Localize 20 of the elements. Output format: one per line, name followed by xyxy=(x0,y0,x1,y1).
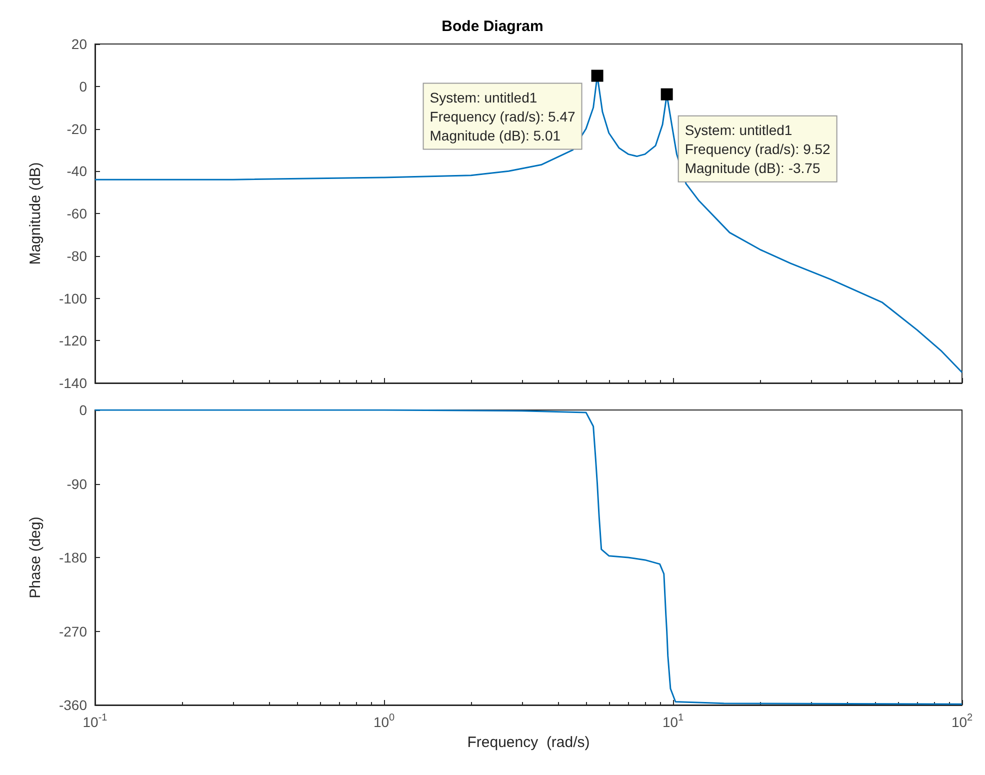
y-tick-label: 20 xyxy=(71,36,88,52)
y-tick-label: -100 xyxy=(58,290,88,306)
annotation: System: untitled1 Frequency (rad/s): 5.47 Magnitude (dB): 5.01 xyxy=(430,89,576,144)
y-tick-label: -60 xyxy=(66,206,88,222)
y-tick-label: -80 xyxy=(66,248,88,264)
y-tick-label: -20 xyxy=(66,120,88,137)
y-tick-label: -270 xyxy=(58,623,88,640)
y-tick-label: -140 xyxy=(58,375,88,391)
y-tick-label: -360 xyxy=(58,697,88,713)
chart-title: Bode Diagram xyxy=(442,18,544,35)
y-axis-title: Phase (deg) xyxy=(27,516,44,598)
x-axis-title: Frequency (rad/s) xyxy=(467,734,590,751)
annotation: System: untitled1 Frequency (rad/s): 9.52 Magnitude (dB): -3.75 xyxy=(684,122,831,176)
y-tick-label: -120 xyxy=(58,332,88,349)
y-tick-label: 0 xyxy=(79,78,88,94)
y-tick-label: -180 xyxy=(58,550,88,566)
y-tick-label: -40 xyxy=(66,163,88,180)
y-axis-title: Magnitude (dB) xyxy=(27,162,44,265)
y-tick-label: -90 xyxy=(66,476,88,492)
y-tick-label: 0 xyxy=(79,402,88,418)
